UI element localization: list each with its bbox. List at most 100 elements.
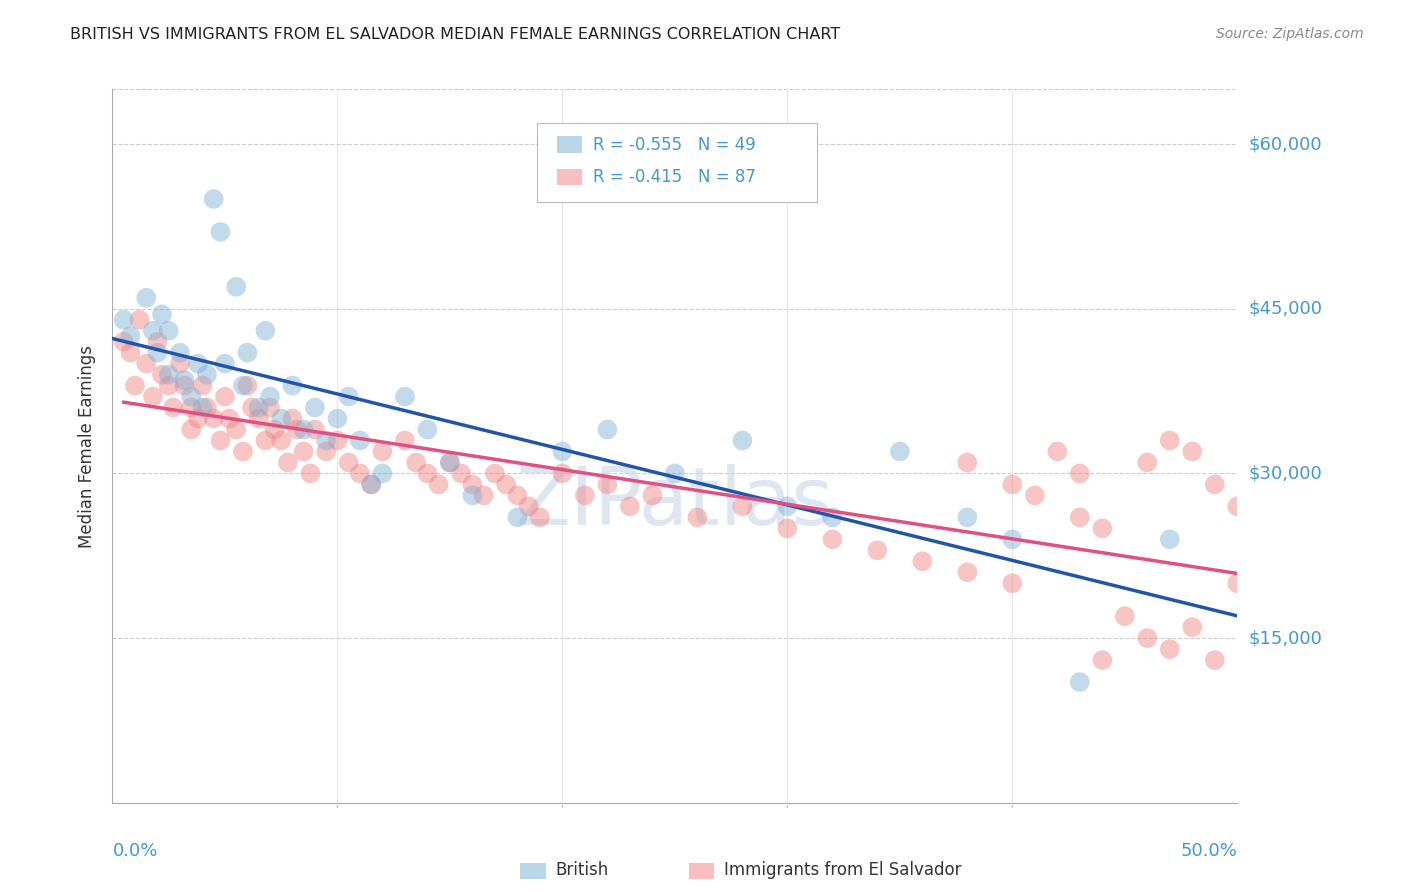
Point: [337, 455, 360, 469]
Point: [551, 444, 574, 458]
Point: [142, 324, 165, 338]
Point: [776, 521, 799, 535]
Point: [1226, 576, 1249, 591]
Text: ZIPatlas: ZIPatlas: [516, 464, 834, 542]
Point: [394, 390, 416, 404]
Point: [596, 477, 619, 491]
Text: R = -0.555   N = 49: R = -0.555 N = 49: [593, 136, 756, 153]
Point: [304, 401, 326, 415]
Point: [135, 291, 157, 305]
Point: [1069, 510, 1091, 524]
Point: [150, 368, 173, 382]
Point: [236, 345, 259, 359]
Point: [1001, 477, 1024, 491]
Point: [150, 307, 173, 321]
Point: [247, 411, 270, 425]
Point: [281, 378, 304, 392]
Point: [187, 411, 209, 425]
Point: [263, 423, 285, 437]
Point: [232, 378, 254, 392]
Point: [209, 434, 232, 448]
Point: [776, 500, 799, 514]
Point: [162, 401, 184, 415]
Point: [218, 411, 240, 425]
Point: [1024, 488, 1046, 502]
Point: [1001, 533, 1024, 547]
Point: [1204, 477, 1226, 491]
Point: [225, 423, 247, 437]
Text: R = -0.415   N = 87: R = -0.415 N = 87: [593, 168, 756, 186]
Text: BRITISH VS IMMIGRANTS FROM EL SALVADOR MEDIAN FEMALE EARNINGS CORRELATION CHART: BRITISH VS IMMIGRANTS FROM EL SALVADOR M…: [70, 27, 841, 42]
Point: [461, 477, 484, 491]
Point: [128, 312, 150, 326]
Point: [371, 444, 394, 458]
Point: [326, 434, 349, 448]
Point: [180, 401, 202, 415]
Text: $45,000: $45,000: [1249, 300, 1323, 318]
Point: [120, 329, 142, 343]
Point: [551, 467, 574, 481]
Point: [187, 357, 209, 371]
Text: $30,000: $30,000: [1249, 465, 1322, 483]
Point: [169, 345, 191, 359]
Point: [259, 390, 281, 404]
Point: [315, 444, 337, 458]
Point: [326, 411, 349, 425]
Point: [124, 378, 146, 392]
Point: [157, 324, 180, 338]
Point: [292, 444, 315, 458]
Point: [664, 467, 686, 481]
Point: [529, 510, 551, 524]
Point: [259, 401, 281, 415]
Text: Source: ZipAtlas.com: Source: ZipAtlas.com: [1216, 27, 1364, 41]
Point: [173, 378, 195, 392]
Point: [866, 543, 889, 558]
Point: [506, 510, 529, 524]
Point: [596, 423, 619, 437]
Point: [1136, 631, 1159, 645]
Point: [517, 500, 540, 514]
Point: [1159, 533, 1181, 547]
Point: [142, 390, 165, 404]
Point: [1091, 521, 1114, 535]
Text: $15,000: $15,000: [1249, 629, 1322, 647]
Point: [270, 411, 292, 425]
Point: [225, 280, 247, 294]
Point: [394, 434, 416, 448]
Point: [247, 401, 270, 415]
Point: [195, 401, 218, 415]
Point: [439, 455, 461, 469]
Point: [416, 467, 439, 481]
Point: [1159, 642, 1181, 657]
Point: [574, 488, 596, 502]
Point: [427, 477, 450, 491]
Point: [214, 390, 236, 404]
Point: [146, 334, 169, 349]
Point: [821, 533, 844, 547]
Point: [112, 312, 135, 326]
Point: [360, 477, 382, 491]
Point: [1159, 434, 1181, 448]
Point: [405, 455, 427, 469]
Point: [157, 368, 180, 382]
Point: [232, 444, 254, 458]
Point: [191, 378, 214, 392]
Point: [1204, 653, 1226, 667]
Point: [146, 345, 169, 359]
Point: [495, 477, 517, 491]
Point: [450, 467, 472, 481]
Point: [731, 434, 754, 448]
Point: [135, 357, 157, 371]
Point: [277, 455, 299, 469]
Point: [1226, 500, 1249, 514]
Point: [1046, 444, 1069, 458]
Text: 0.0%: 0.0%: [112, 842, 157, 860]
Point: [461, 488, 484, 502]
Point: [686, 510, 709, 524]
Point: [1091, 653, 1114, 667]
Point: [337, 390, 360, 404]
Point: [195, 368, 218, 382]
Point: [484, 467, 506, 481]
Point: [180, 390, 202, 404]
Point: [304, 423, 326, 437]
